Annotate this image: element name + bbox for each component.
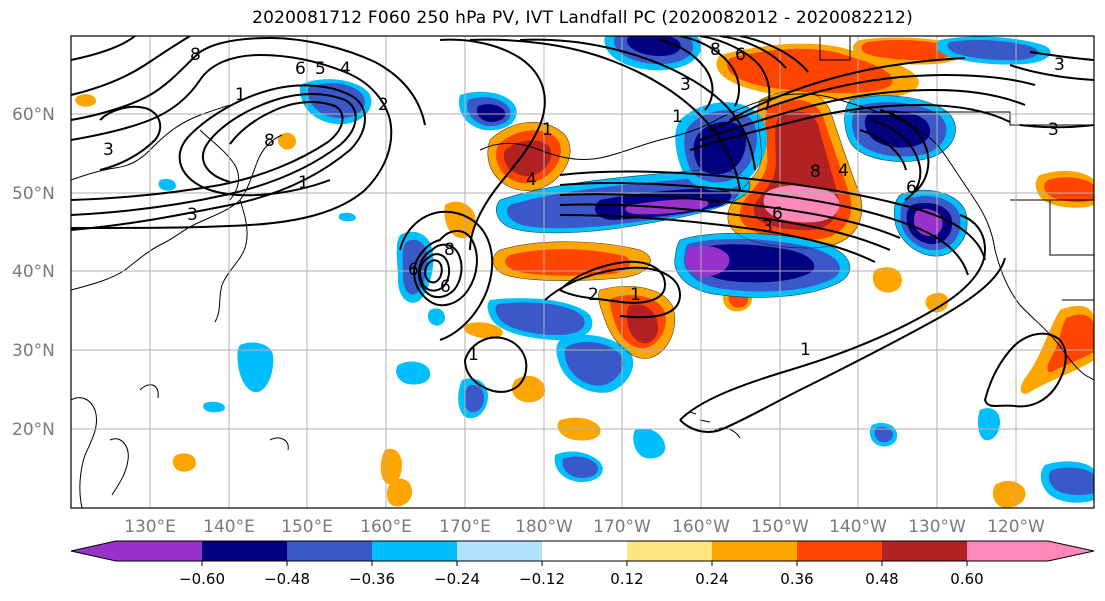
lon-label: 130°W	[908, 517, 966, 537]
lon-label: 130°E	[124, 517, 176, 537]
colorbar-segment	[1048, 541, 1094, 561]
colorbar-segment	[967, 541, 1048, 561]
colorbar-segment	[116, 541, 202, 561]
lon-label: 120°W	[987, 517, 1045, 537]
colorbar-tick-label: −0.24	[434, 570, 480, 588]
contour-label: 1	[542, 120, 553, 140]
contour-label: 8	[264, 131, 275, 151]
contour-label: 4	[838, 161, 849, 181]
lon-label: 150°W	[751, 517, 809, 537]
colorbar-tick-label: −0.48	[264, 570, 310, 588]
contour-label: 6	[906, 178, 917, 198]
contour-label: 5	[315, 59, 326, 79]
contour-label: 6	[408, 260, 419, 280]
colorbar-segment	[71, 541, 116, 561]
colorbar-segment	[457, 541, 542, 561]
contour-label: 1	[630, 285, 641, 305]
colorbar-tick-label: 0.12	[610, 570, 643, 588]
contour-label: 1	[672, 107, 683, 127]
colorbar-tick-label: 0.48	[865, 570, 898, 588]
lon-label: 140°E	[203, 517, 255, 537]
lat-label: 30°N	[12, 341, 55, 361]
contour-label: 1	[235, 85, 246, 105]
colorbar-outline	[70, 540, 1095, 562]
colorbar-segment	[627, 541, 712, 561]
lon-label: 160°W	[672, 517, 730, 537]
contour-labels: 8 6 5 4 1 3 3 8 1 2 6 8 4 6 2 1 1 8 6 3 …	[103, 40, 1065, 365]
lat-label: 50°N	[12, 184, 55, 204]
colorbar-segment	[202, 541, 287, 561]
colorbar-tick-labels: −0.60 −0.48 −0.36 −0.24 −0.12 0.12 0.24 …	[179, 570, 984, 588]
colorbar-segment	[797, 541, 882, 561]
lat-label: 20°N	[12, 420, 55, 440]
contour-label: 8	[810, 162, 821, 182]
colorbar-tick-label: 0.24	[695, 570, 728, 588]
contour-label: 3	[1054, 55, 1065, 75]
contour-label: 1	[298, 173, 309, 193]
lon-label: 160°E	[360, 517, 412, 537]
colorbar-tick-label: −0.12	[519, 570, 565, 588]
contour-label: 6	[772, 204, 783, 224]
colorbar-segment	[542, 541, 627, 561]
contour-label: 3	[187, 205, 198, 225]
contour-label: 4	[340, 59, 351, 79]
lon-label: 170°E	[439, 517, 491, 537]
contour-label: 1	[468, 345, 479, 365]
ivt-contours	[71, 36, 1094, 433]
colorbar-segment	[882, 541, 967, 561]
colorbar: −0.60 −0.48 −0.36 −0.24 −0.12 0.12 0.24 …	[70, 540, 1095, 588]
contour-label: 3	[680, 75, 691, 95]
contour-label: 2	[588, 285, 599, 305]
longitude-labels: 130°E 140°E 150°E 160°E 170°E 180°W 170°…	[124, 517, 1045, 537]
fill-outlines	[487, 90, 968, 359]
colorbar-segment	[372, 541, 457, 561]
contour-label: 6	[440, 277, 451, 297]
colorbar-tick-label: −0.60	[179, 570, 225, 588]
contour-label: 2	[378, 95, 389, 115]
contour-label: 3	[103, 140, 114, 160]
contour-label: 8	[710, 40, 721, 60]
map-title: 2020081712 F060 250 hPa PV, IVT Landfall…	[252, 8, 913, 28]
contour-label: 3	[762, 217, 773, 237]
contour-label: 6	[295, 59, 306, 79]
latitude-labels: 60°N 50°N 40°N 30°N 20°N	[12, 105, 55, 440]
colorbar-segment	[287, 541, 372, 561]
contour-label: 8	[190, 45, 201, 65]
colorbar-segment	[712, 541, 797, 561]
contour-label: 8	[444, 240, 455, 260]
colorbar-tick-label: 0.36	[780, 570, 813, 588]
contour-label: 3	[1048, 120, 1059, 140]
lon-label: 170°W	[593, 517, 651, 537]
lon-label: 140°W	[829, 517, 887, 537]
lat-label: 60°N	[12, 105, 55, 125]
colorbar-tickmarks	[201, 561, 968, 566]
lat-label: 40°N	[12, 262, 55, 282]
coastlines	[71, 36, 1094, 508]
contour-label: 4	[526, 170, 537, 190]
colorbar-tick-label: −0.36	[349, 570, 395, 588]
map-frame	[70, 35, 1095, 509]
contour-label: 6	[735, 45, 746, 65]
lon-label: 180°W	[515, 517, 573, 537]
contour-label: 1	[800, 340, 811, 360]
colorbar-tick-label: 0.60	[950, 570, 983, 588]
lon-label: 150°E	[281, 517, 333, 537]
